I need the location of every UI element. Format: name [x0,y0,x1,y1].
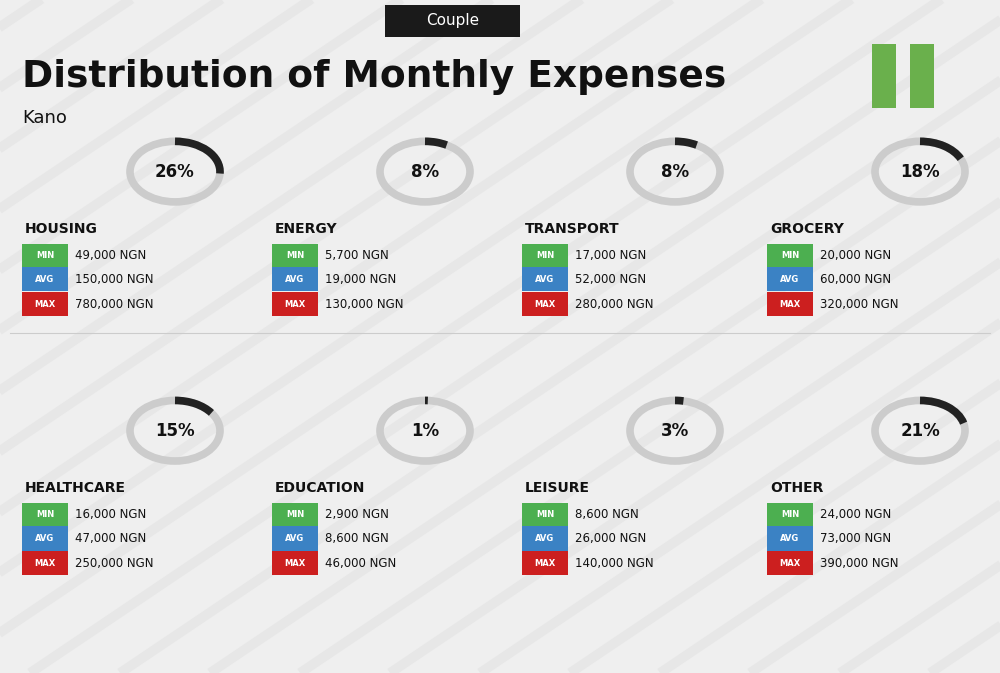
FancyBboxPatch shape [522,551,568,575]
Text: 8%: 8% [661,163,689,180]
FancyBboxPatch shape [22,503,68,527]
Text: 8%: 8% [411,163,439,180]
FancyBboxPatch shape [522,244,568,268]
Text: 17,000 NGN: 17,000 NGN [575,249,646,262]
Text: MAX: MAX [534,299,556,309]
FancyBboxPatch shape [272,551,318,575]
Text: MIN: MIN [36,251,54,260]
Text: MIN: MIN [36,510,54,520]
Text: HEALTHCARE: HEALTHCARE [25,481,126,495]
Text: 73,000 NGN: 73,000 NGN [820,532,891,545]
Text: AVG: AVG [35,275,55,284]
Text: AVG: AVG [285,534,305,543]
Text: MAX: MAX [34,559,56,568]
Text: Distribution of Monthly Expenses: Distribution of Monthly Expenses [22,59,726,96]
FancyBboxPatch shape [22,551,68,575]
Text: OTHER: OTHER [770,481,823,495]
FancyBboxPatch shape [522,503,568,527]
Text: GROCERY: GROCERY [770,222,844,236]
FancyBboxPatch shape [272,244,318,268]
Text: ENERGY: ENERGY [275,222,338,236]
FancyBboxPatch shape [522,292,568,316]
Text: Couple: Couple [426,13,479,28]
Text: 5,700 NGN: 5,700 NGN [325,249,389,262]
FancyBboxPatch shape [22,267,68,291]
Text: MIN: MIN [536,510,554,520]
Text: MAX: MAX [284,299,306,309]
Text: 8,600 NGN: 8,600 NGN [575,508,639,522]
Text: 24,000 NGN: 24,000 NGN [820,508,891,522]
Text: MIN: MIN [286,510,304,520]
Text: 1%: 1% [411,422,439,439]
FancyBboxPatch shape [522,267,568,291]
Text: EDUCATION: EDUCATION [275,481,365,495]
Text: 2,900 NGN: 2,900 NGN [325,508,389,522]
FancyBboxPatch shape [385,5,520,37]
Text: LEISURE: LEISURE [525,481,590,495]
Text: 16,000 NGN: 16,000 NGN [75,508,146,522]
Text: 21%: 21% [900,422,940,439]
Text: 20,000 NGN: 20,000 NGN [820,249,891,262]
Text: MAX: MAX [284,559,306,568]
Text: MAX: MAX [779,299,801,309]
Text: MAX: MAX [534,559,556,568]
Text: 390,000 NGN: 390,000 NGN [820,557,899,570]
Text: AVG: AVG [535,275,555,284]
FancyBboxPatch shape [767,526,813,551]
Text: MIN: MIN [781,251,799,260]
Text: 280,000 NGN: 280,000 NGN [575,297,654,311]
Text: MAX: MAX [34,299,56,309]
FancyBboxPatch shape [22,244,68,268]
Text: 60,000 NGN: 60,000 NGN [820,273,891,286]
Text: MAX: MAX [779,559,801,568]
Text: 46,000 NGN: 46,000 NGN [325,557,396,570]
Text: 8,600 NGN: 8,600 NGN [325,532,389,545]
Text: 320,000 NGN: 320,000 NGN [820,297,899,311]
Text: 780,000 NGN: 780,000 NGN [75,297,154,311]
FancyBboxPatch shape [767,503,813,527]
Text: 52,000 NGN: 52,000 NGN [575,273,646,286]
Text: 49,000 NGN: 49,000 NGN [75,249,146,262]
FancyBboxPatch shape [272,267,318,291]
Text: HOUSING: HOUSING [25,222,98,236]
Text: 26,000 NGN: 26,000 NGN [575,532,646,545]
Text: MIN: MIN [286,251,304,260]
Text: MIN: MIN [536,251,554,260]
Text: AVG: AVG [780,275,800,284]
Text: Kano: Kano [22,109,67,127]
FancyBboxPatch shape [910,44,934,108]
Text: AVG: AVG [285,275,305,284]
FancyBboxPatch shape [272,503,318,527]
FancyBboxPatch shape [872,44,896,108]
FancyBboxPatch shape [272,292,318,316]
Text: 47,000 NGN: 47,000 NGN [75,532,146,545]
Text: 140,000 NGN: 140,000 NGN [575,557,654,570]
Text: 18%: 18% [900,163,940,180]
Text: AVG: AVG [35,534,55,543]
Text: 26%: 26% [155,163,195,180]
FancyBboxPatch shape [767,292,813,316]
Text: 130,000 NGN: 130,000 NGN [325,297,404,311]
Text: 250,000 NGN: 250,000 NGN [75,557,154,570]
Text: AVG: AVG [780,534,800,543]
FancyBboxPatch shape [272,526,318,551]
FancyBboxPatch shape [22,292,68,316]
FancyBboxPatch shape [767,244,813,268]
Text: AVG: AVG [535,534,555,543]
FancyBboxPatch shape [522,526,568,551]
Text: MIN: MIN [781,510,799,520]
Text: 19,000 NGN: 19,000 NGN [325,273,396,286]
Text: 150,000 NGN: 150,000 NGN [75,273,154,286]
Text: 15%: 15% [155,422,195,439]
FancyBboxPatch shape [767,551,813,575]
Text: 3%: 3% [661,422,689,439]
Text: TRANSPORT: TRANSPORT [525,222,620,236]
FancyBboxPatch shape [22,526,68,551]
FancyBboxPatch shape [767,267,813,291]
